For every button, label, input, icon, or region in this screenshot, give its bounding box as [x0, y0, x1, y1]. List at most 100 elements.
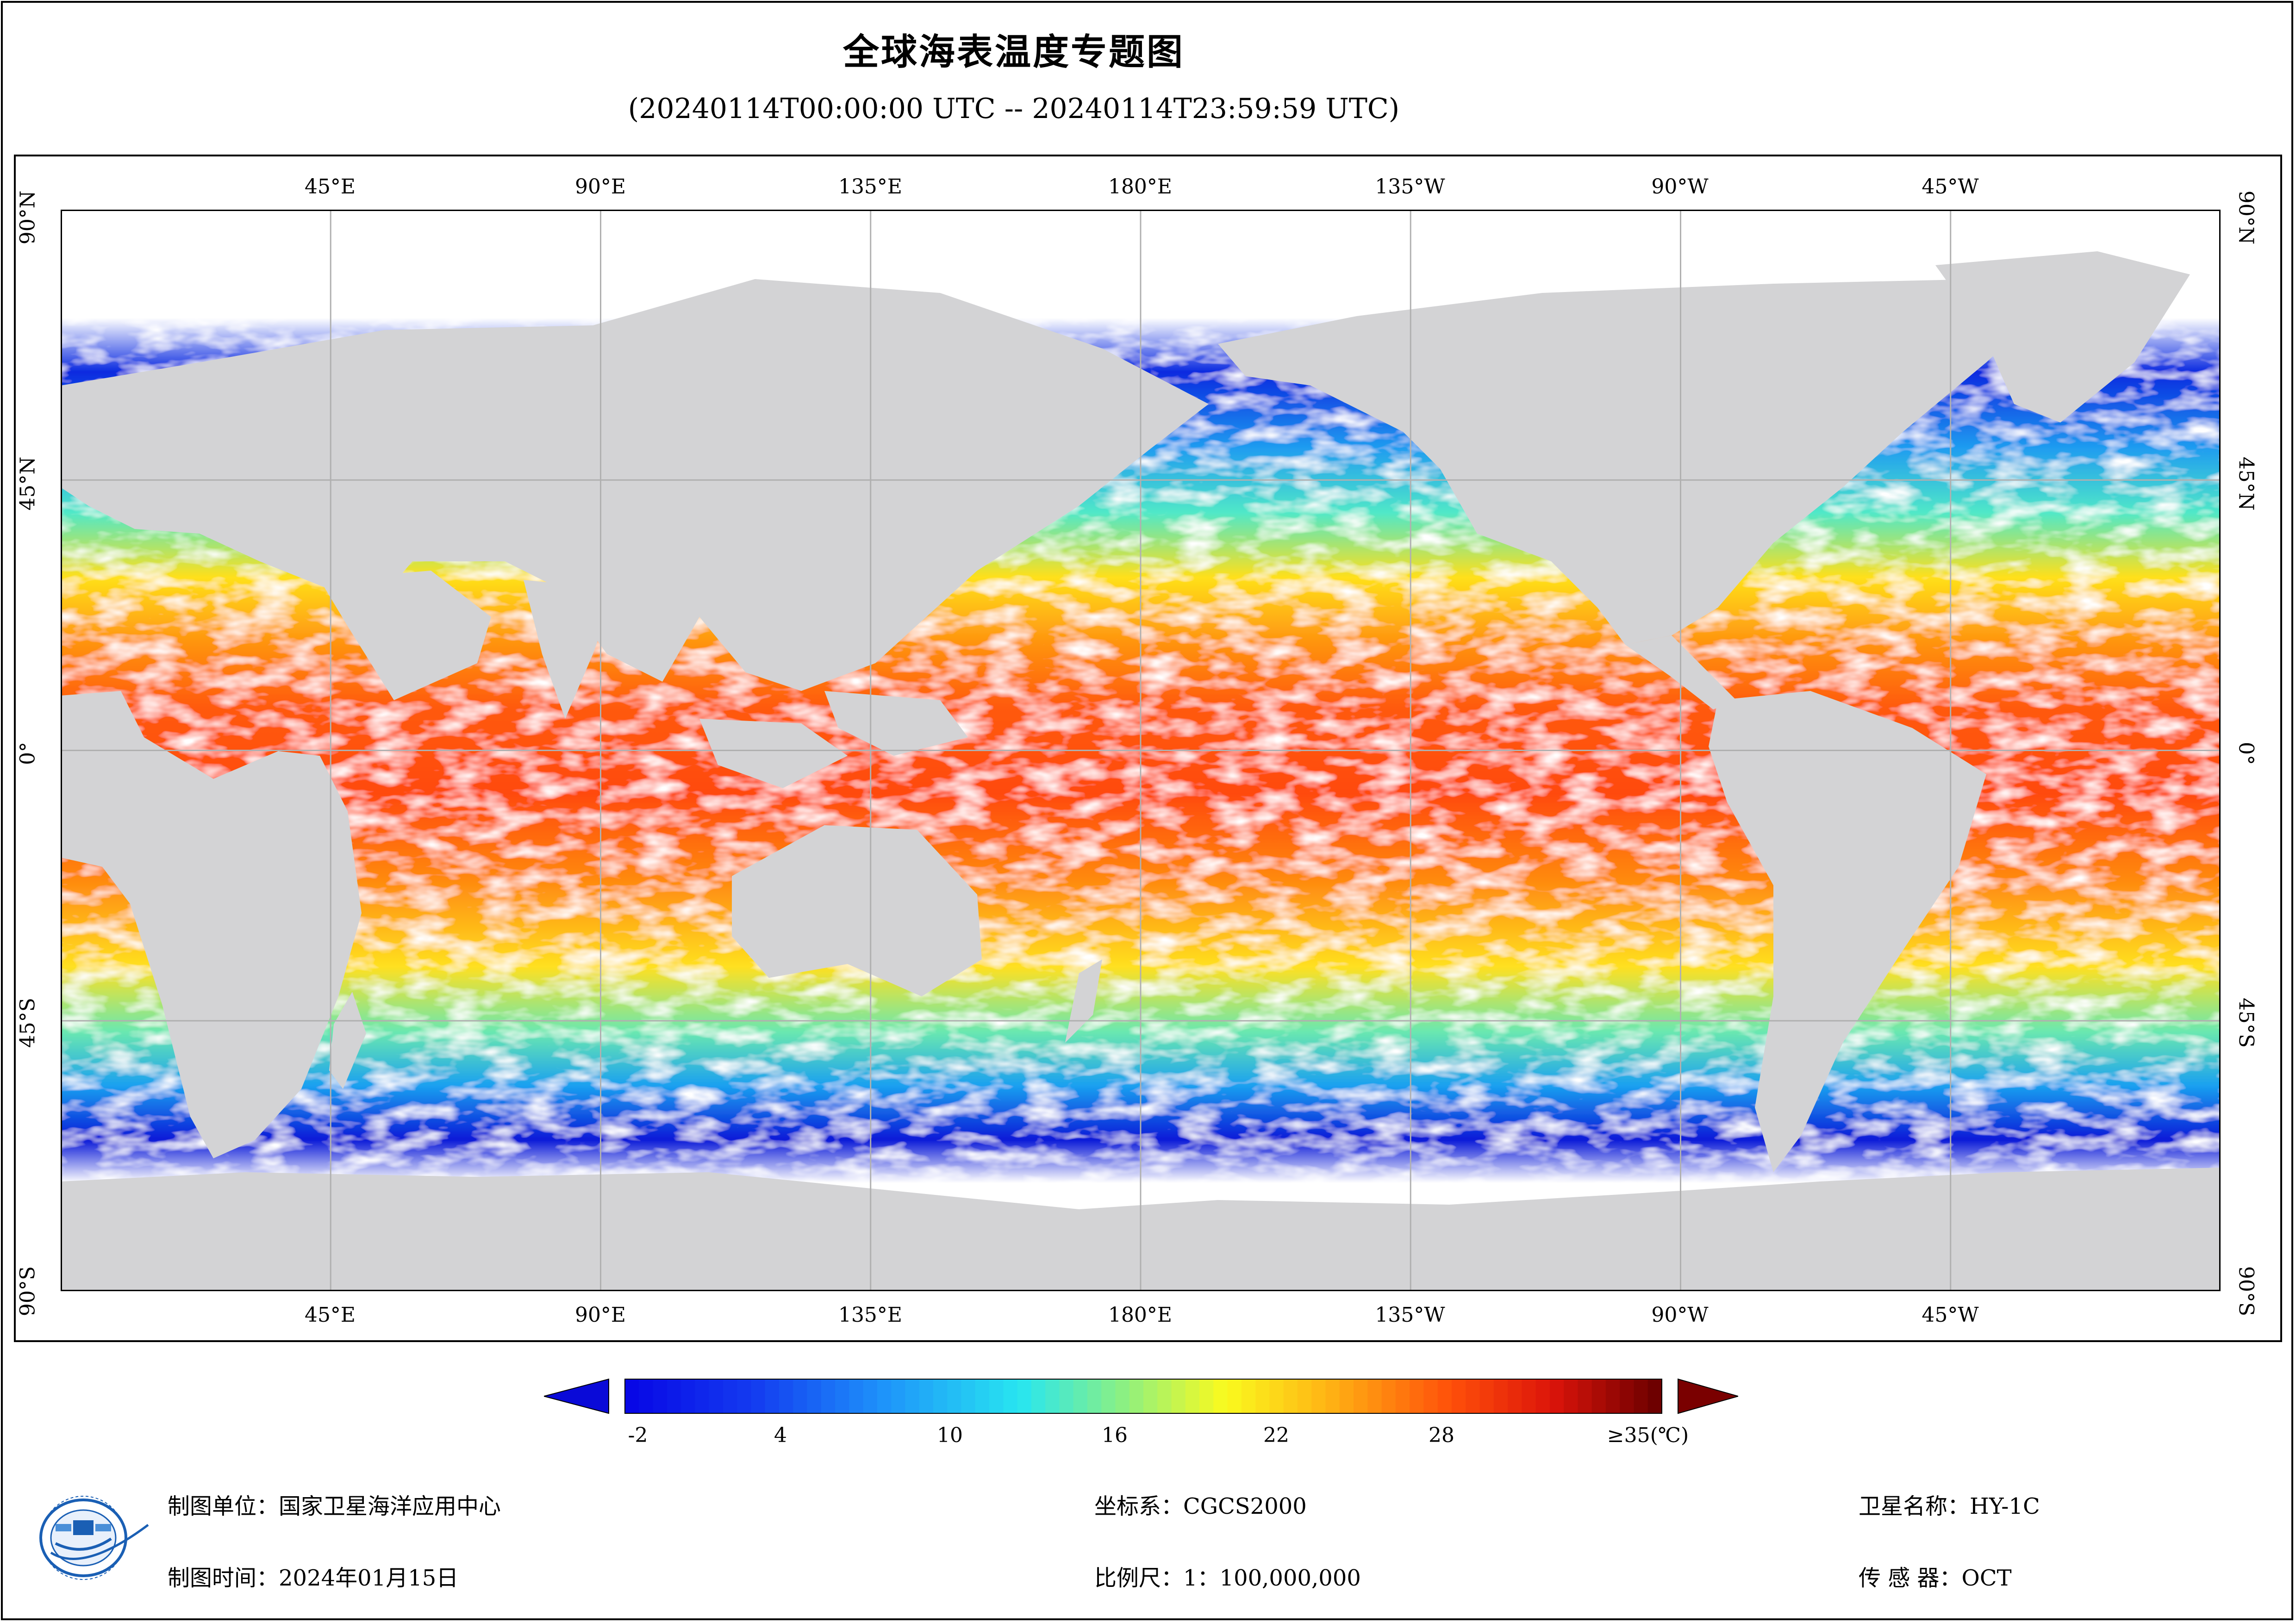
colorbar-cells — [625, 1379, 1662, 1413]
colorbar-cell — [919, 1379, 934, 1413]
colorbar-cell — [1367, 1379, 1382, 1413]
colorbar-cell — [1213, 1379, 1228, 1413]
sst-map — [61, 210, 2221, 1291]
footer-satellite-name: 卫星名称：HY-1C — [1859, 1493, 2040, 1519]
colorbar-cell — [1003, 1379, 1018, 1413]
colorbar-cell — [1283, 1379, 1298, 1413]
colorbar-cell — [1354, 1379, 1368, 1413]
colorbar-cell — [1157, 1379, 1172, 1413]
nsoas-logo — [39, 1496, 149, 1580]
colorbar-cell — [1115, 1379, 1130, 1413]
colorbar-cell — [1451, 1379, 1466, 1413]
colorbar-cell — [863, 1379, 878, 1413]
colorbar-cell — [891, 1379, 905, 1413]
colorbar-cell — [1437, 1379, 1452, 1413]
footer-mapping-time: 制图时间：2024年01月15日 — [168, 1565, 459, 1591]
colorbar-cell — [1549, 1379, 1564, 1413]
colorbar-cell — [1647, 1379, 1662, 1413]
lon-label-bottom-45w: 45°W — [1922, 1303, 1979, 1327]
colorbar-cell — [1564, 1379, 1578, 1413]
colorbar-cell — [681, 1379, 695, 1413]
colorbar-cell — [695, 1379, 710, 1413]
colorbar-tick-28: 28 — [1429, 1424, 1454, 1447]
colorbar-cell — [807, 1379, 822, 1413]
colorbar-cell — [1578, 1379, 1592, 1413]
colorbar-cell — [1199, 1379, 1214, 1413]
colorbar-cell — [947, 1379, 961, 1413]
colorbar-cell — [1423, 1379, 1438, 1413]
colorbar-cell — [667, 1379, 681, 1413]
colorbar-cell — [1017, 1379, 1032, 1413]
lon-label-bottom-135w: 135°W — [1375, 1303, 1445, 1327]
lon-label-bottom-90w: 90°W — [1651, 1303, 1709, 1327]
colorbar-cell — [1255, 1379, 1270, 1413]
lon-label-bottom-135e: 135°E — [838, 1303, 903, 1327]
colorbar-cell — [1620, 1379, 1634, 1413]
colorbar-tick-16: 16 — [1102, 1424, 1128, 1447]
colorbar-cell — [1241, 1379, 1256, 1413]
colorbar-cell — [1395, 1379, 1410, 1413]
lat-label-right-0: 0° — [2234, 742, 2258, 765]
colorbar-cell — [1185, 1379, 1200, 1413]
colorbar-cell — [625, 1379, 639, 1413]
lat-label-right-45s: 45°S — [2234, 997, 2258, 1048]
colorbar-cell — [1129, 1379, 1144, 1413]
map-subtitle: (20240114T00:00:00 UTC -- 20240114T23:59… — [628, 93, 1400, 125]
colorbar-cell — [849, 1379, 864, 1413]
colorbar-cell — [1059, 1379, 1074, 1413]
colorbar-cell — [1634, 1379, 1648, 1413]
colorbar-cell — [723, 1379, 737, 1413]
lon-label-top-90e: 90°E — [574, 175, 626, 199]
colorbar-cell — [751, 1379, 766, 1413]
lat-label-right-45n: 45°N — [2234, 456, 2258, 511]
colorbar-cell — [1073, 1379, 1088, 1413]
colorbar-cell — [1339, 1379, 1354, 1413]
colorbar-cell — [1508, 1379, 1522, 1413]
colorbar-cell — [933, 1379, 948, 1413]
lon-label-top-135e: 135°E — [838, 175, 903, 199]
colorbar-cell — [1269, 1379, 1284, 1413]
colorbar-cell — [1311, 1379, 1326, 1413]
colorbar-cell — [1325, 1379, 1340, 1413]
colorbar-cell — [835, 1379, 849, 1413]
colorbar-cell — [639, 1379, 654, 1413]
colorbar-border — [624, 1379, 1662, 1414]
colorbar-cell — [1591, 1379, 1606, 1413]
lat-label-right-90s: 90°S — [2234, 1266, 2258, 1317]
lon-label-top-90w: 90°W — [1651, 175, 1709, 199]
colorbar-tick-m2: -2 — [628, 1424, 648, 1447]
colorbar-cell — [905, 1379, 920, 1413]
colorbar-cell — [989, 1379, 1004, 1413]
colorbar-cell — [1466, 1379, 1480, 1413]
colorbar-cell — [1101, 1379, 1116, 1413]
map-inner-border — [61, 210, 2221, 1291]
lat-label-left-90n: 90°N — [16, 190, 40, 245]
colorbar-cell — [793, 1379, 808, 1413]
colorbar-tick-4: 4 — [774, 1424, 787, 1447]
colorbar-cell — [1605, 1379, 1620, 1413]
graticule — [61, 210, 2221, 1291]
lon-label-bottom-45e: 45°E — [304, 1303, 356, 1327]
colorbar-cell — [1493, 1379, 1508, 1413]
colorbar — [544, 1378, 1738, 1414]
lat-label-right-90n: 90°N — [2234, 190, 2258, 245]
lon-label-top-180e: 180°E — [1108, 175, 1173, 199]
colorbar-low-arrow — [544, 1378, 609, 1414]
colorbar-cell — [1410, 1379, 1424, 1413]
lat-label-left-90s: 90°S — [16, 1266, 40, 1317]
colorbar-cell — [779, 1379, 793, 1413]
lon-label-bottom-180e: 180°E — [1108, 1303, 1173, 1327]
colorbar-cell — [1045, 1379, 1060, 1413]
colorbar-tick-22: 22 — [1263, 1424, 1289, 1447]
lat-label-left-45s: 45°S — [16, 997, 40, 1048]
colorbar-cell — [765, 1379, 780, 1413]
lon-label-top-135w: 135°W — [1375, 175, 1445, 199]
colorbar-cell — [1087, 1379, 1102, 1413]
colorbar-tick-10: 10 — [937, 1424, 963, 1447]
colorbar-tick-35: ≥35(℃) — [1607, 1424, 1689, 1447]
colorbar-cell — [1171, 1379, 1186, 1413]
lat-label-left-0: 0° — [16, 742, 40, 765]
lon-label-bottom-90e: 90°E — [574, 1303, 626, 1327]
colorbar-cell — [1031, 1379, 1046, 1413]
colorbar-cell — [975, 1379, 990, 1413]
